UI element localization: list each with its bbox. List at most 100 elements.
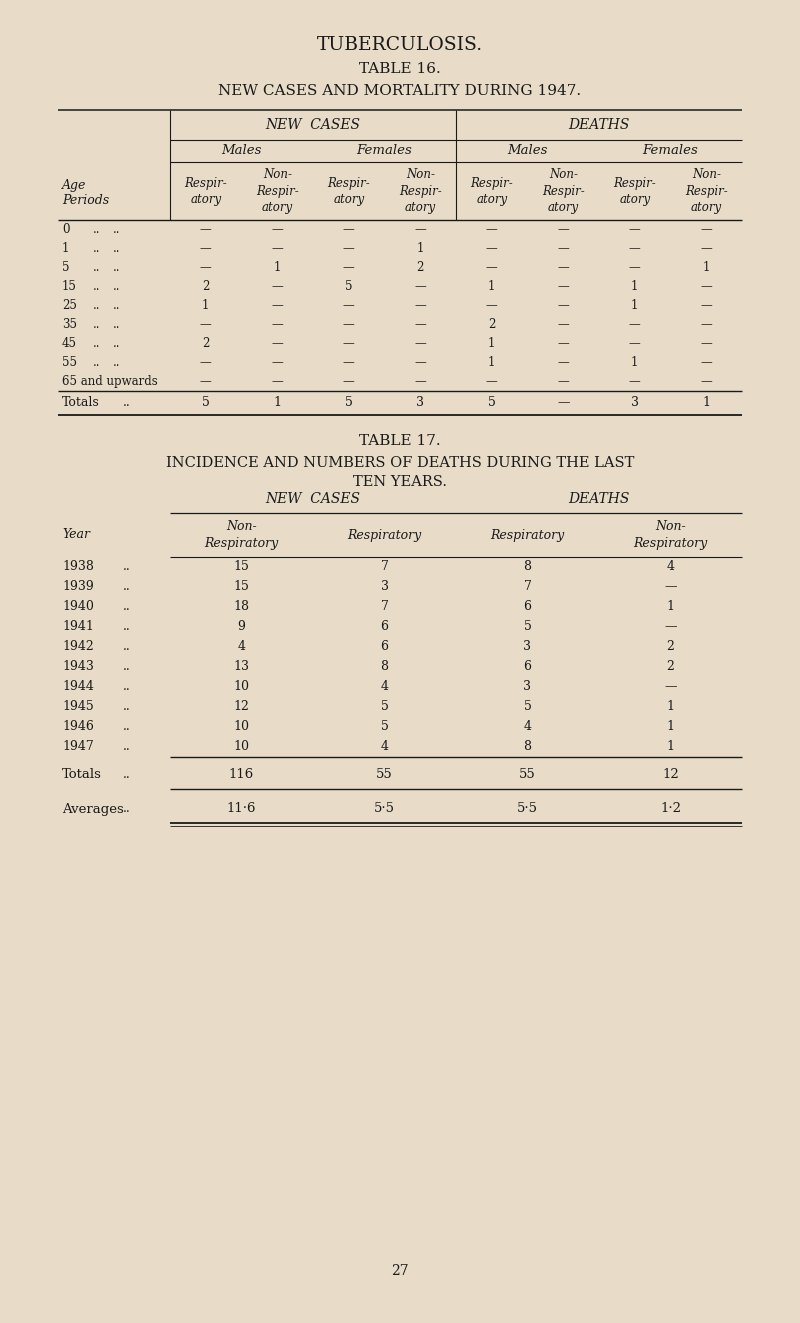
Text: 5: 5: [488, 397, 496, 410]
Text: —: —: [414, 318, 426, 331]
Text: 8: 8: [523, 561, 531, 573]
Text: Periods: Periods: [62, 194, 109, 208]
Text: 27: 27: [391, 1263, 409, 1278]
Text: ..: ..: [123, 680, 130, 693]
Text: 3: 3: [523, 680, 531, 693]
Text: NEW CASES AND MORTALITY DURING 1947.: NEW CASES AND MORTALITY DURING 1947.: [218, 83, 582, 98]
Text: —: —: [629, 224, 641, 235]
Text: —: —: [700, 356, 712, 369]
Text: Respir-
atory: Respir- atory: [184, 176, 227, 205]
Text: —: —: [343, 318, 354, 331]
Text: —: —: [414, 280, 426, 292]
Text: 8: 8: [381, 660, 389, 673]
Text: 6: 6: [381, 620, 389, 634]
Text: Totals: Totals: [62, 397, 100, 410]
Text: 55: 55: [62, 356, 77, 369]
Text: 3: 3: [416, 397, 424, 410]
Text: —: —: [343, 356, 354, 369]
Text: ..: ..: [93, 242, 101, 255]
Text: —: —: [271, 337, 283, 351]
Text: Age: Age: [62, 179, 86, 192]
Text: —: —: [700, 224, 712, 235]
Text: 6: 6: [381, 640, 389, 654]
Text: —: —: [557, 397, 570, 410]
Text: 15: 15: [234, 561, 250, 573]
Text: 5·5: 5·5: [517, 803, 538, 815]
Text: ..: ..: [113, 261, 121, 274]
Text: 25: 25: [62, 299, 77, 312]
Text: Non-
Respiratory: Non- Respiratory: [634, 520, 708, 549]
Text: —: —: [700, 299, 712, 312]
Text: —: —: [558, 280, 569, 292]
Text: 2: 2: [666, 640, 674, 654]
Text: —: —: [558, 337, 569, 351]
Text: —: —: [558, 374, 569, 388]
Text: 4: 4: [238, 640, 246, 654]
Text: Non-
Respiratory: Non- Respiratory: [204, 520, 278, 549]
Text: 7: 7: [523, 581, 531, 594]
Text: ..: ..: [123, 601, 130, 614]
Text: —: —: [271, 242, 283, 255]
Text: 6: 6: [523, 660, 531, 673]
Text: 1945: 1945: [62, 700, 94, 713]
Text: 2: 2: [488, 318, 495, 331]
Text: —: —: [664, 620, 677, 634]
Text: 4: 4: [381, 741, 389, 754]
Text: —: —: [558, 318, 569, 331]
Text: 10: 10: [234, 721, 250, 733]
Text: TEN YEARS.: TEN YEARS.: [353, 475, 447, 490]
Text: ..: ..: [113, 318, 121, 331]
Text: 35: 35: [62, 318, 77, 331]
Text: 5: 5: [523, 620, 531, 634]
Text: 13: 13: [234, 660, 250, 673]
Text: Respir-
atory: Respir- atory: [327, 176, 370, 205]
Text: ..: ..: [123, 803, 130, 815]
Text: —: —: [664, 581, 677, 594]
Text: —: —: [486, 224, 498, 235]
Text: 1942: 1942: [62, 640, 94, 654]
Text: 4: 4: [381, 680, 389, 693]
Text: NEW  CASES: NEW CASES: [266, 118, 361, 132]
Text: —: —: [343, 224, 354, 235]
Text: 1: 1: [488, 356, 495, 369]
Text: Males: Males: [507, 144, 548, 157]
Text: 7: 7: [381, 561, 389, 573]
Text: 2: 2: [666, 660, 674, 673]
Text: 65 and upwards: 65 and upwards: [62, 374, 158, 388]
Text: 4: 4: [523, 721, 531, 733]
Text: —: —: [700, 337, 712, 351]
Text: Non-
Respir-
atory: Non- Respir- atory: [256, 168, 298, 213]
Text: 5: 5: [345, 280, 353, 292]
Text: —: —: [414, 374, 426, 388]
Text: —: —: [558, 242, 569, 255]
Text: 1: 1: [62, 242, 70, 255]
Text: ..: ..: [123, 620, 130, 634]
Text: ..: ..: [93, 337, 101, 351]
Text: 1946: 1946: [62, 721, 94, 733]
Text: Males: Males: [222, 144, 262, 157]
Text: ..: ..: [113, 337, 121, 351]
Text: 5·5: 5·5: [374, 803, 395, 815]
Text: —: —: [271, 318, 283, 331]
Text: —: —: [558, 356, 569, 369]
Text: 55: 55: [519, 769, 536, 782]
Text: —: —: [200, 356, 212, 369]
Text: Females: Females: [642, 144, 698, 157]
Text: —: —: [486, 242, 498, 255]
Text: —: —: [558, 299, 569, 312]
Text: 3: 3: [630, 397, 638, 410]
Text: ..: ..: [123, 581, 130, 594]
Text: 1: 1: [417, 242, 424, 255]
Text: 0: 0: [62, 224, 70, 235]
Text: —: —: [414, 224, 426, 235]
Text: 6: 6: [523, 601, 531, 614]
Text: ..: ..: [123, 660, 130, 673]
Text: ..: ..: [113, 242, 121, 255]
Text: ..: ..: [123, 741, 130, 754]
Text: ..: ..: [93, 299, 101, 312]
Text: ..: ..: [93, 356, 101, 369]
Text: 10: 10: [234, 680, 250, 693]
Text: —: —: [629, 242, 641, 255]
Text: 9: 9: [238, 620, 246, 634]
Text: —: —: [343, 299, 354, 312]
